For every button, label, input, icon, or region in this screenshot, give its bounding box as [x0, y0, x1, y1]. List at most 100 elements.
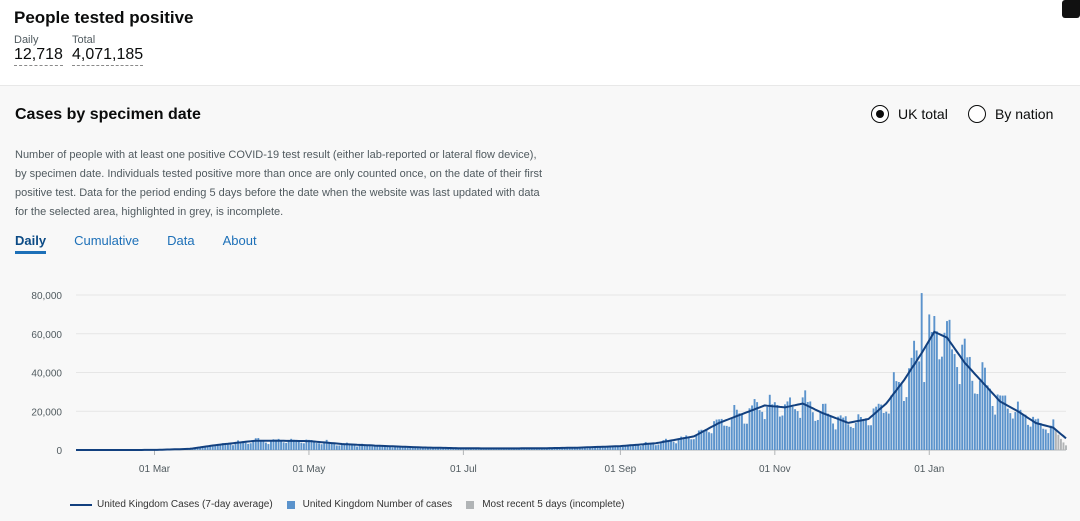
case-bar [915, 350, 918, 450]
tab-daily[interactable]: Daily [15, 233, 47, 254]
case-bar [583, 448, 586, 450]
case-bar [809, 401, 812, 450]
case-bar [746, 423, 748, 450]
legend-line-swatch [70, 503, 92, 506]
x-tick-label: 01 Jul [450, 464, 477, 475]
case-bar [991, 405, 994, 450]
case-bar [946, 321, 948, 450]
legend-item-bars[interactable]: United Kingdom Number of cases [286, 499, 452, 510]
case-bar [444, 448, 447, 450]
legend-item-incomplete[interactable]: Most recent 5 days (incomplete) [466, 499, 624, 510]
case-bar [621, 446, 624, 450]
case-bar [740, 413, 743, 450]
legend-line-label: United Kingdom Cases (7-day average) [97, 499, 273, 510]
case-bar [847, 424, 850, 450]
case-bar [594, 446, 597, 450]
case-bar [264, 442, 267, 450]
case-bar [254, 438, 257, 450]
case-bar [442, 448, 445, 450]
total-metric: Total 4,071,185 [72, 34, 144, 66]
case-bar [606, 446, 609, 450]
case-bar [361, 443, 364, 450]
keyboard-shortcut-icon[interactable] [1062, 0, 1080, 18]
case-bar [1032, 416, 1035, 450]
case-bar [710, 433, 713, 450]
case-bar [624, 445, 627, 450]
case-bar [551, 448, 553, 450]
headline-panel: People tested positive Daily 12,718 Tota… [0, 0, 1080, 86]
case-bar [242, 441, 245, 450]
case-bar [763, 419, 766, 450]
case-bar [194, 448, 196, 450]
daily-label: Daily [14, 34, 39, 46]
headline-title: People tested positive [14, 8, 194, 27]
case-bar [940, 356, 943, 450]
case-bar [290, 438, 293, 450]
case-bar [875, 406, 878, 450]
case-bar [343, 443, 346, 450]
case-bar [599, 447, 602, 450]
case-bar [459, 448, 462, 450]
total-label: Total [72, 34, 96, 46]
case-bar [204, 446, 207, 450]
case-bar [677, 438, 680, 450]
case-bar [986, 385, 989, 450]
case-bar [700, 429, 703, 450]
daily-value[interactable]: 12,718 [14, 46, 63, 66]
tab-data[interactable]: Data [167, 233, 195, 248]
case-bar [1034, 419, 1037, 450]
case-bar [368, 445, 371, 450]
case-bar [827, 413, 829, 450]
case-bar [1016, 401, 1019, 450]
case-bar [913, 340, 916, 450]
case-bar [229, 444, 232, 450]
case-bar [637, 445, 640, 450]
case-bar [591, 446, 594, 450]
case-bar [627, 444, 629, 450]
case-bar [409, 447, 412, 450]
radio-unselected-icon [968, 105, 986, 123]
case-bar [421, 447, 424, 450]
case-bar [338, 445, 341, 450]
case-bar [249, 443, 252, 450]
case-bar [814, 420, 817, 450]
incomplete-bar [1059, 438, 1062, 450]
tab-about[interactable]: About [222, 233, 257, 248]
total-value[interactable]: 4,071,185 [72, 46, 144, 66]
case-bar [778, 416, 781, 450]
case-bar [310, 440, 313, 450]
legend-item-line[interactable]: United Kingdom Cases (7-day average) [70, 499, 273, 510]
case-bar [771, 404, 774, 450]
case-bar [718, 419, 721, 450]
case-bar [1042, 428, 1045, 450]
case-bar [351, 444, 353, 450]
case-bar [738, 413, 741, 450]
daily-metric: Daily 12,718 [14, 34, 63, 66]
radio-by-nation[interactable]: By nation [968, 105, 1053, 123]
case-bar [804, 390, 807, 450]
x-tick-label: 01 Sep [605, 464, 637, 475]
case-bar [270, 440, 272, 450]
radio-uk-total[interactable]: UK total [871, 105, 948, 123]
case-bar [381, 445, 384, 450]
case-bar [1019, 409, 1022, 450]
case-bar [966, 357, 969, 450]
case-bar [692, 439, 695, 450]
case-bar [601, 447, 604, 450]
case-bar [199, 447, 202, 450]
case-bar [670, 440, 672, 450]
case-bar [708, 432, 710, 450]
case-bar [662, 440, 665, 450]
x-tick-label: 01 Jan [914, 464, 944, 475]
x-tick-label: 01 May [293, 464, 326, 475]
case-bar [842, 417, 845, 450]
case-bar [495, 448, 498, 450]
tab-cumulative[interactable]: Cumulative [74, 233, 140, 248]
case-bar [867, 425, 870, 450]
case-bar [748, 408, 751, 450]
case-bar [839, 415, 842, 450]
case-bar [386, 446, 389, 450]
case-bar [664, 438, 667, 450]
case-bar [548, 448, 551, 450]
